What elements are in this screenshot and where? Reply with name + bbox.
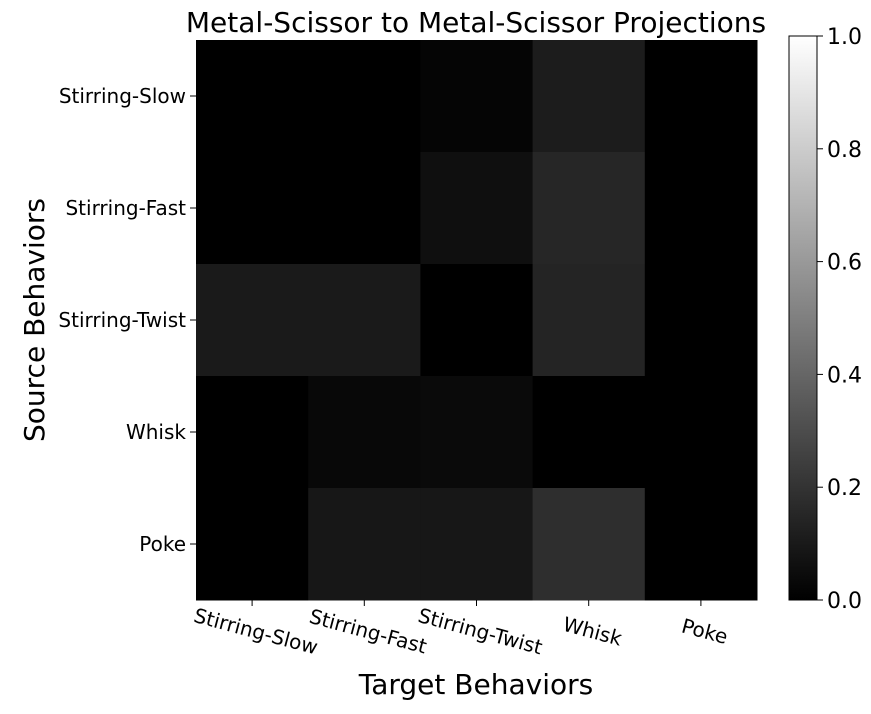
colorbar-tick-label: 0.4 xyxy=(827,363,862,388)
heatmap-cell xyxy=(532,152,646,265)
heatmap-cell xyxy=(532,264,646,377)
heatmap-cell xyxy=(644,376,758,489)
x-tick-label: Whisk xyxy=(560,612,625,651)
chart-title: Metal-Scissor to Metal-Scissor Projectio… xyxy=(186,6,766,39)
x-tick-label: Stirring-Slow xyxy=(191,603,320,659)
y-axis-label: Source Behaviors xyxy=(18,198,51,442)
y-tick-label: Stirring-Fast xyxy=(65,196,186,220)
heatmap-cell xyxy=(196,152,309,265)
x-tick-label: Stirring-Twist xyxy=(416,603,546,659)
heatmap-cell xyxy=(644,264,758,377)
y-tick-label: Stirring-Twist xyxy=(58,308,186,332)
y-tick-label: Whisk xyxy=(126,420,186,444)
heatmap-cell xyxy=(420,376,534,489)
y-axis-ticks: Stirring-Slow Stirring-Fast Stirring-Twist… xyxy=(58,84,196,556)
heatmap-cell xyxy=(196,264,309,377)
colorbar-tick-label: 0.0 xyxy=(827,589,862,614)
heatmap-cell xyxy=(196,40,309,153)
colorbar-ticks: 0.0 0.2 0.4 0.6 0.8 1.0 xyxy=(817,25,862,614)
heatmap-cell xyxy=(644,152,758,265)
colorbar-tick-label: 0.6 xyxy=(827,251,862,276)
heatmap-cell xyxy=(644,488,758,601)
colorbar xyxy=(788,35,818,601)
heatmap-cell xyxy=(420,40,534,153)
heatmap-cell xyxy=(532,376,646,489)
heatmap-cell xyxy=(532,488,646,601)
heatmap-cell xyxy=(308,264,421,377)
colorbar-tick-label: 0.8 xyxy=(827,138,862,163)
heatmap-cell xyxy=(308,40,421,153)
x-tick-label: Stirring-Fast xyxy=(307,604,430,658)
x-axis-label: Target Behaviors xyxy=(358,668,593,701)
heatmap-cells xyxy=(196,40,758,601)
heatmap-cell xyxy=(308,376,421,489)
heatmap-cell xyxy=(420,152,534,265)
heatmap-cell xyxy=(308,152,421,265)
y-tick-label: Stirring-Slow xyxy=(59,84,186,108)
colorbar-tick-label: 1.0 xyxy=(827,25,862,50)
heatmap-cell xyxy=(308,488,421,601)
heatmap-cell xyxy=(420,264,534,377)
x-tick-label: Poke xyxy=(679,614,730,649)
x-axis-ticks: Stirring-SlowStirring-FastStirring-Twist… xyxy=(191,600,730,659)
heatmap-cell xyxy=(644,40,758,153)
colorbar-tick-label: 0.2 xyxy=(827,476,862,501)
heatmap-cell xyxy=(532,40,646,153)
heatmap-cell xyxy=(196,376,309,489)
y-tick-label: Poke xyxy=(139,532,186,556)
heatmap-cell xyxy=(196,488,309,601)
heatmap-cell xyxy=(420,488,534,601)
